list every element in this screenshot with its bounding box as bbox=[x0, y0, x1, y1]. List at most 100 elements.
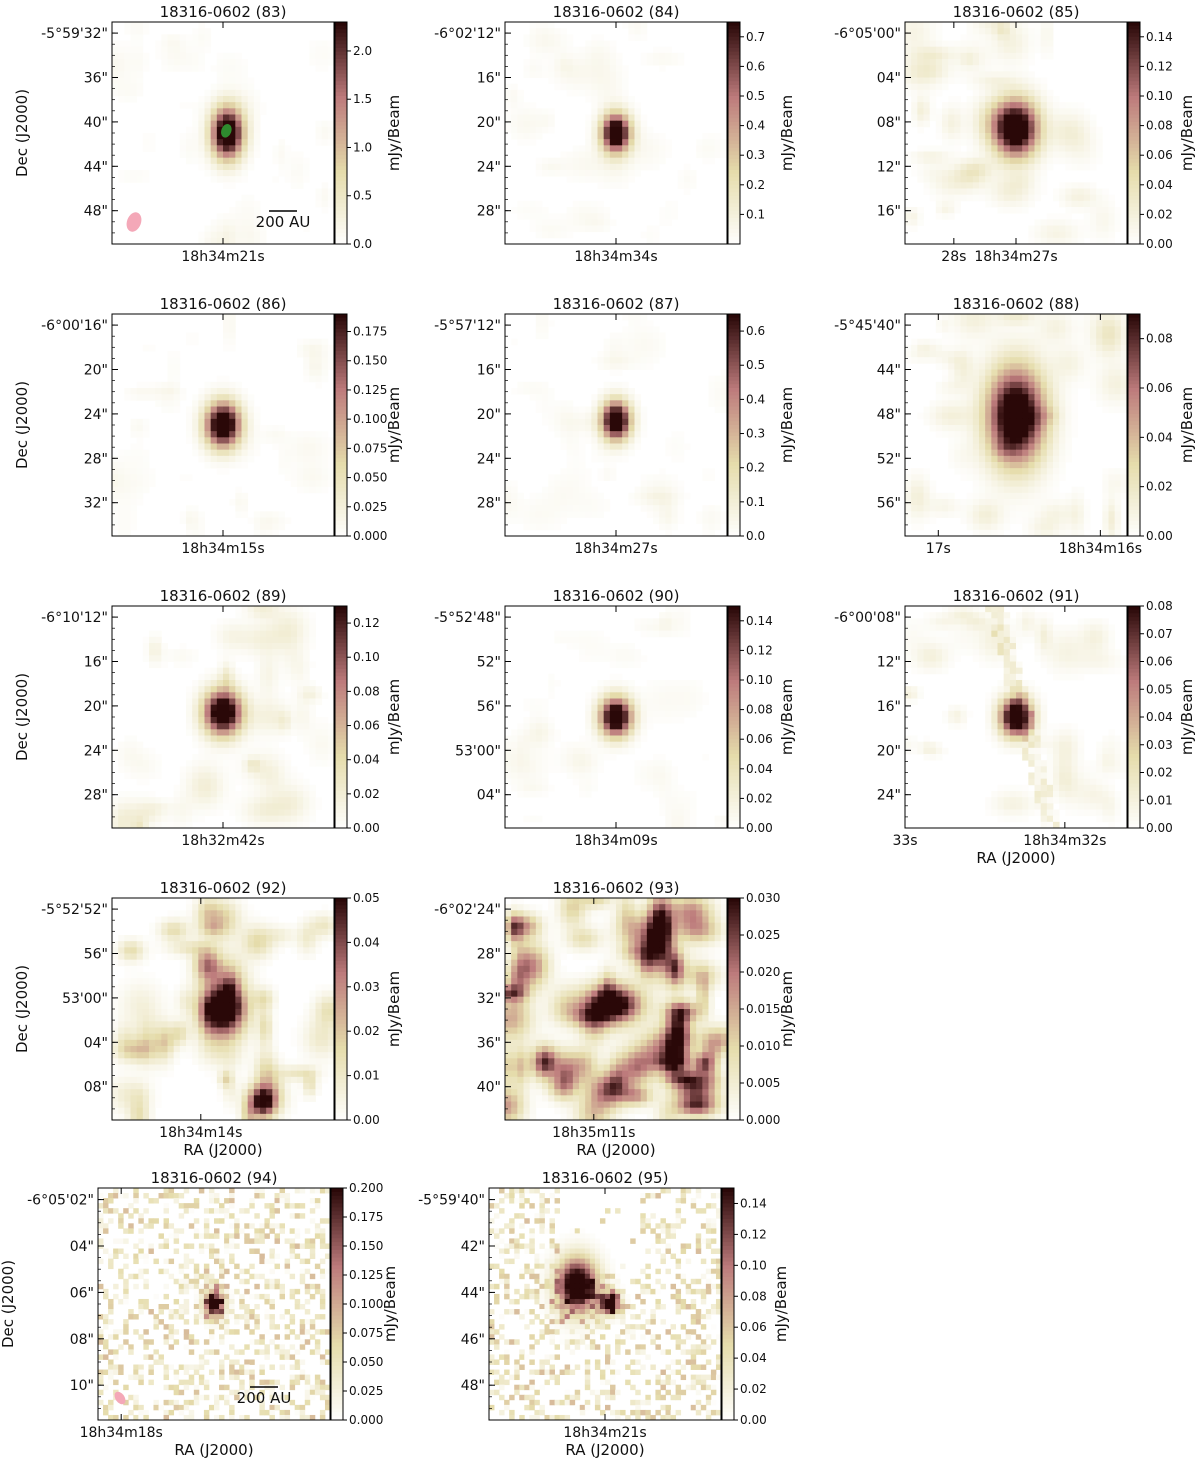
heatmap-pixel bbox=[641, 474, 648, 481]
heatmap-pixel bbox=[279, 680, 286, 687]
heatmap-pixel bbox=[1102, 232, 1109, 239]
heatmap-pixel bbox=[973, 108, 980, 115]
heatmap-pixel bbox=[610, 108, 617, 115]
heatmap-pixel bbox=[973, 84, 980, 91]
heatmap-pixel bbox=[567, 219, 574, 226]
heatmap-pixel bbox=[1028, 468, 1035, 475]
heatmap-pixel bbox=[985, 121, 992, 128]
heatmap-pixel bbox=[598, 34, 605, 41]
heatmap-pixel bbox=[279, 662, 286, 669]
heatmap-pixel bbox=[1078, 102, 1085, 109]
heatmap-pixel bbox=[161, 407, 168, 414]
heatmap-pixel bbox=[1004, 195, 1011, 202]
heatmap-pixel bbox=[309, 41, 316, 48]
heatmap-pixel bbox=[979, 121, 986, 128]
heatmap-pixel bbox=[635, 437, 642, 444]
heatmap-pixel bbox=[1028, 53, 1035, 60]
heatmap-pixel bbox=[542, 41, 549, 48]
heatmap-pixel bbox=[979, 425, 986, 432]
heatmap-pixel bbox=[973, 437, 980, 444]
heatmap-pixel bbox=[635, 444, 642, 451]
heatmap-pixel bbox=[1121, 400, 1128, 407]
heatmap-pixel bbox=[1084, 115, 1091, 122]
heatmap-pixel bbox=[1109, 511, 1116, 518]
heatmap-pixel bbox=[985, 363, 992, 370]
heatmap-pixel bbox=[610, 400, 617, 407]
heatmap-pixel bbox=[684, 493, 691, 500]
heatmap-pixel bbox=[297, 618, 304, 625]
heatmap-pixel bbox=[1010, 413, 1017, 420]
heatmap-pixel bbox=[961, 382, 968, 389]
heatmap-pixel bbox=[924, 189, 931, 196]
heatmap-pixel bbox=[272, 643, 279, 650]
heatmap-pixel bbox=[924, 108, 931, 115]
heatmap-pixel bbox=[1053, 530, 1060, 537]
heatmap-pixel bbox=[1102, 238, 1109, 245]
colorbar-segment bbox=[335, 159, 347, 163]
heatmap-pixel bbox=[967, 511, 974, 518]
colorbar-segment bbox=[1128, 370, 1140, 374]
heatmap-pixel bbox=[1010, 65, 1017, 72]
heatmap-pixel bbox=[628, 431, 635, 438]
heatmap-pixel bbox=[242, 456, 249, 463]
heatmap-pixel bbox=[1090, 320, 1097, 327]
heatmap-pixel bbox=[628, 139, 635, 146]
heatmap-pixel bbox=[260, 674, 267, 681]
heatmap-pixel bbox=[936, 407, 943, 414]
heatmap-pixel bbox=[554, 413, 561, 420]
heatmap-pixel bbox=[1090, 182, 1097, 189]
heatmap-pixel bbox=[297, 723, 304, 730]
heatmap-pixel bbox=[948, 201, 955, 208]
colorbar-segment bbox=[1128, 421, 1140, 425]
heatmap-pixel bbox=[911, 170, 918, 177]
heatmap-pixel bbox=[911, 59, 918, 66]
heatmap-pixel bbox=[1022, 431, 1029, 438]
heatmap-pixel bbox=[1115, 530, 1122, 537]
heatmap-pixel bbox=[610, 170, 617, 177]
heatmap-pixel bbox=[266, 618, 273, 625]
heatmap-pixel bbox=[604, 59, 611, 66]
heatmap-pixel bbox=[998, 518, 1005, 525]
heatmap-pixel bbox=[985, 320, 992, 327]
heatmap-pixel bbox=[205, 152, 212, 159]
heatmap-pixel bbox=[1053, 468, 1060, 475]
heatmap-pixel bbox=[198, 748, 205, 755]
heatmap-pixel bbox=[979, 102, 986, 109]
heatmap-pixel bbox=[585, 71, 592, 78]
heatmap-pixel bbox=[604, 505, 611, 512]
heatmap-pixel bbox=[591, 511, 598, 518]
heatmap-pixel bbox=[979, 468, 986, 475]
heatmap-pixel bbox=[217, 176, 224, 183]
colorbar-segment bbox=[335, 484, 347, 488]
heatmap-pixel bbox=[316, 444, 323, 451]
heatmap-pixel bbox=[1047, 320, 1054, 327]
heatmap-pixel bbox=[328, 357, 335, 364]
colorbar-segment bbox=[1128, 481, 1140, 485]
heatmap-pixel bbox=[198, 419, 205, 426]
colorbar-segment bbox=[728, 473, 740, 477]
dec-tick-label: 12" bbox=[877, 159, 901, 175]
heatmap-pixel bbox=[328, 127, 335, 134]
heatmap-pixel bbox=[604, 164, 611, 171]
heatmap-pixel bbox=[948, 339, 955, 346]
heatmap-pixel bbox=[248, 736, 255, 743]
heatmap-pixel bbox=[316, 487, 323, 494]
heatmap-pixel bbox=[229, 232, 236, 239]
heatmap-pixel bbox=[905, 158, 912, 165]
heatmap-pixel bbox=[548, 158, 555, 165]
colorbar-segment bbox=[335, 103, 347, 107]
heatmap-pixel bbox=[967, 345, 974, 352]
heatmap-pixel bbox=[1028, 394, 1035, 401]
heatmap-pixel bbox=[665, 530, 672, 537]
heatmap-pixel bbox=[297, 468, 304, 475]
heatmap-pixel bbox=[505, 108, 512, 115]
heatmap-pixel bbox=[942, 333, 949, 340]
heatmap-image bbox=[905, 314, 1127, 536]
heatmap-pixel bbox=[678, 59, 685, 66]
heatmap-pixel bbox=[322, 717, 329, 724]
heatmap-pixel bbox=[709, 524, 716, 531]
heatmap-pixel bbox=[260, 232, 267, 239]
heatmap-pixel bbox=[948, 505, 955, 512]
colorbar-segment bbox=[335, 466, 347, 470]
heatmap-pixel bbox=[1041, 133, 1048, 140]
